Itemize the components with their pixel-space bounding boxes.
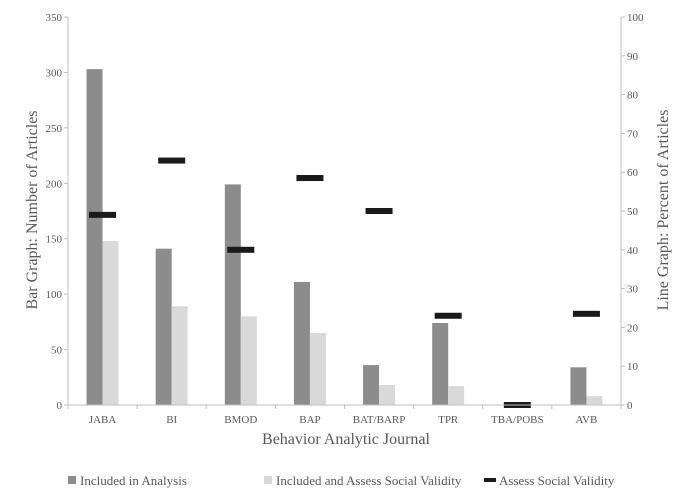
bar-assess [448,386,465,405]
y-tick-label: 50 [51,345,63,357]
legend-label-assess: Included and Assess Social Validity [276,473,462,488]
marker-percent [296,175,324,182]
marker-percent [158,157,186,164]
marker-percent [365,208,393,214]
bar-included [432,322,449,405]
y2-tick-label: 30 [627,284,639,296]
marker-percent [434,312,462,319]
legend: Included in Analysis Included and Assess… [68,473,615,488]
y-tick-label: 0 [57,400,63,412]
y-tick-label: 250 [46,123,63,135]
bar-assess [102,240,119,405]
bar-included [293,281,310,405]
y2-tick-label: 50 [627,206,639,218]
bar-assess [586,396,603,405]
x-tick-label: BAT/BARP [353,414,406,426]
y2-tick-label: 20 [627,322,639,334]
y2-axis-title: Line Graph: Percent of Articles [655,110,672,311]
y2-tick-label: 100 [627,12,644,24]
y2-tick-label: 40 [627,245,639,257]
y-tick-label: 100 [46,289,63,301]
legend-label-included: Included in Analysis [80,473,187,488]
legend-swatch-percent [484,478,496,482]
bar-assess [240,316,257,405]
x-axis-title: Behavior Analytic Journal [262,431,431,448]
bar-included [155,248,172,405]
y2-tick-label: 60 [627,167,639,179]
y-tick-label: 300 [46,67,63,79]
legend-swatch-included [68,476,76,484]
marker-percent [89,211,117,218]
bar-assess [309,332,326,405]
x-tick-label: JABA [89,414,117,426]
bar-included [363,365,380,405]
bar-assess [171,306,188,405]
bar-included [224,184,241,405]
x-tick-label: BMOD [224,414,257,426]
y2-tick-label: 70 [627,128,639,140]
legend-swatch-assess [264,476,272,484]
x-tick-label: AVB [576,414,598,426]
y2-tick-label: 80 [627,90,639,102]
y-tick-label: 350 [46,12,63,24]
y-axis-title: Bar Graph: Number of Articles [24,110,41,309]
y2-tick-label: 0 [627,400,633,412]
legend-label-percent: Assess Social Validity [499,473,615,488]
axes: 0 50 100 150 200 250 300 350 0 10 20 30 40 50 60 70 80 90… [46,12,645,426]
bar-included [570,367,587,405]
x-tick-label: TBA/POBS [491,414,544,426]
y-tick-label: 150 [46,234,63,246]
x-tick-label: BI [166,414,177,426]
plot-area [86,69,603,408]
y-tick-label: 200 [46,178,63,190]
bar-included [86,69,103,406]
y2-tick-label: 10 [627,361,639,373]
x-tick-label: BAP [299,414,320,426]
marker-percent [227,246,255,253]
y2-tick-label: 90 [627,51,639,63]
x-tick-label: TPR [438,414,459,426]
marker-percent [572,310,600,317]
bar-assess [379,385,396,405]
